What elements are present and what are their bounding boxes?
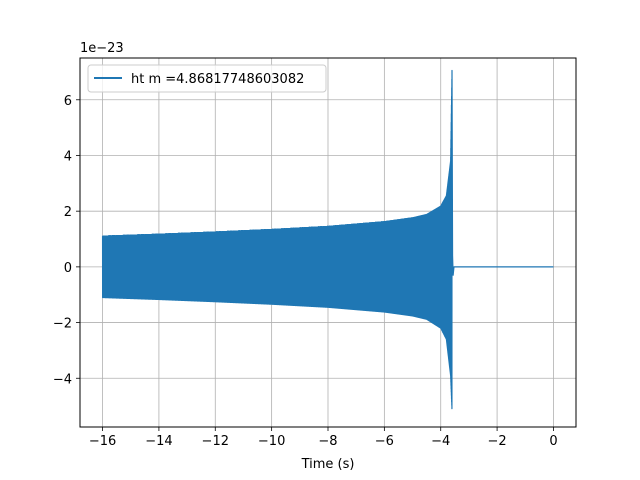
y-offset-label: 1e−23 — [80, 41, 124, 56]
legend-label: ht m =4.86817748603082 — [131, 72, 304, 87]
x-axis-label: Time (s) — [301, 457, 355, 472]
y-tick-label: 4 — [64, 149, 72, 164]
x-tick-label: −8 — [318, 434, 337, 449]
y-tick-label: 2 — [64, 205, 72, 220]
y-tick-label: 0 — [64, 261, 72, 276]
x-tick-label: −4 — [431, 434, 450, 449]
series-line — [101, 69, 554, 410]
x-tick-label: −12 — [202, 434, 229, 449]
x-tick-label: −10 — [258, 434, 285, 449]
x-tick-label: 0 — [549, 434, 557, 449]
x-tick-label: −14 — [145, 434, 172, 449]
y-tick-label: −4 — [53, 372, 72, 387]
plot-area — [101, 69, 554, 410]
x-axis: −16 −14 −12 −10 −8 −6 −4 −2 0 — [89, 427, 558, 449]
y-axis: −4 −2 0 2 4 6 — [53, 94, 80, 387]
x-tick-label: −6 — [375, 434, 394, 449]
y-tick-label: −2 — [53, 317, 72, 332]
x-tick-label: −16 — [89, 434, 116, 449]
legend-box — [87, 64, 327, 93]
x-tick-label: −2 — [488, 434, 507, 449]
grid — [80, 58, 576, 427]
legend: ht m =4.86817748603082 — [87, 64, 327, 93]
y-tick-label: 6 — [64, 94, 72, 109]
